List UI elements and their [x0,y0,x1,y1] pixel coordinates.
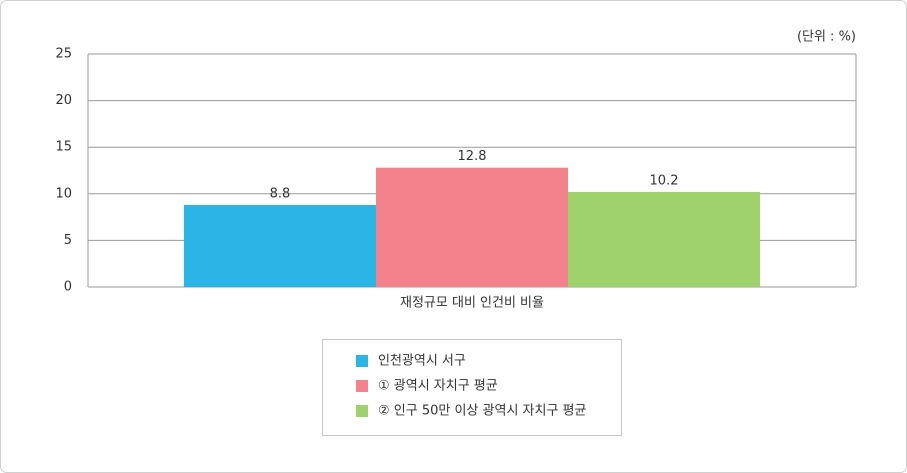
y-tick-label: 20 [55,93,72,108]
value-label: 8.8 [270,186,291,201]
y-tick-label: 15 [55,140,72,155]
y-tick-label: 5 [64,233,72,248]
y-tick-label: 25 [55,47,72,62]
legend-box [322,339,622,436]
value-label: 10.2 [650,173,679,188]
bar [184,204,376,287]
unit-label: (단위 : %) [797,30,856,45]
legend-label: 인천광역시 서구 [378,354,466,369]
legend-label: ② 인구 50만 이상 광역시 자치구 평균 [378,404,587,419]
legend-swatch [356,355,368,367]
legend-label: ① 광역시 자치구 평균 [378,379,498,394]
legend-swatch [356,405,368,417]
y-tick-label: 0 [64,280,72,295]
legend-swatch [356,380,368,392]
y-tick-label: 10 [55,186,72,201]
bar [568,191,760,287]
x-tick-label: 재정규모 대비 인건비 비율 [400,296,544,311]
value-label: 12.8 [458,149,487,164]
bar [376,167,568,287]
